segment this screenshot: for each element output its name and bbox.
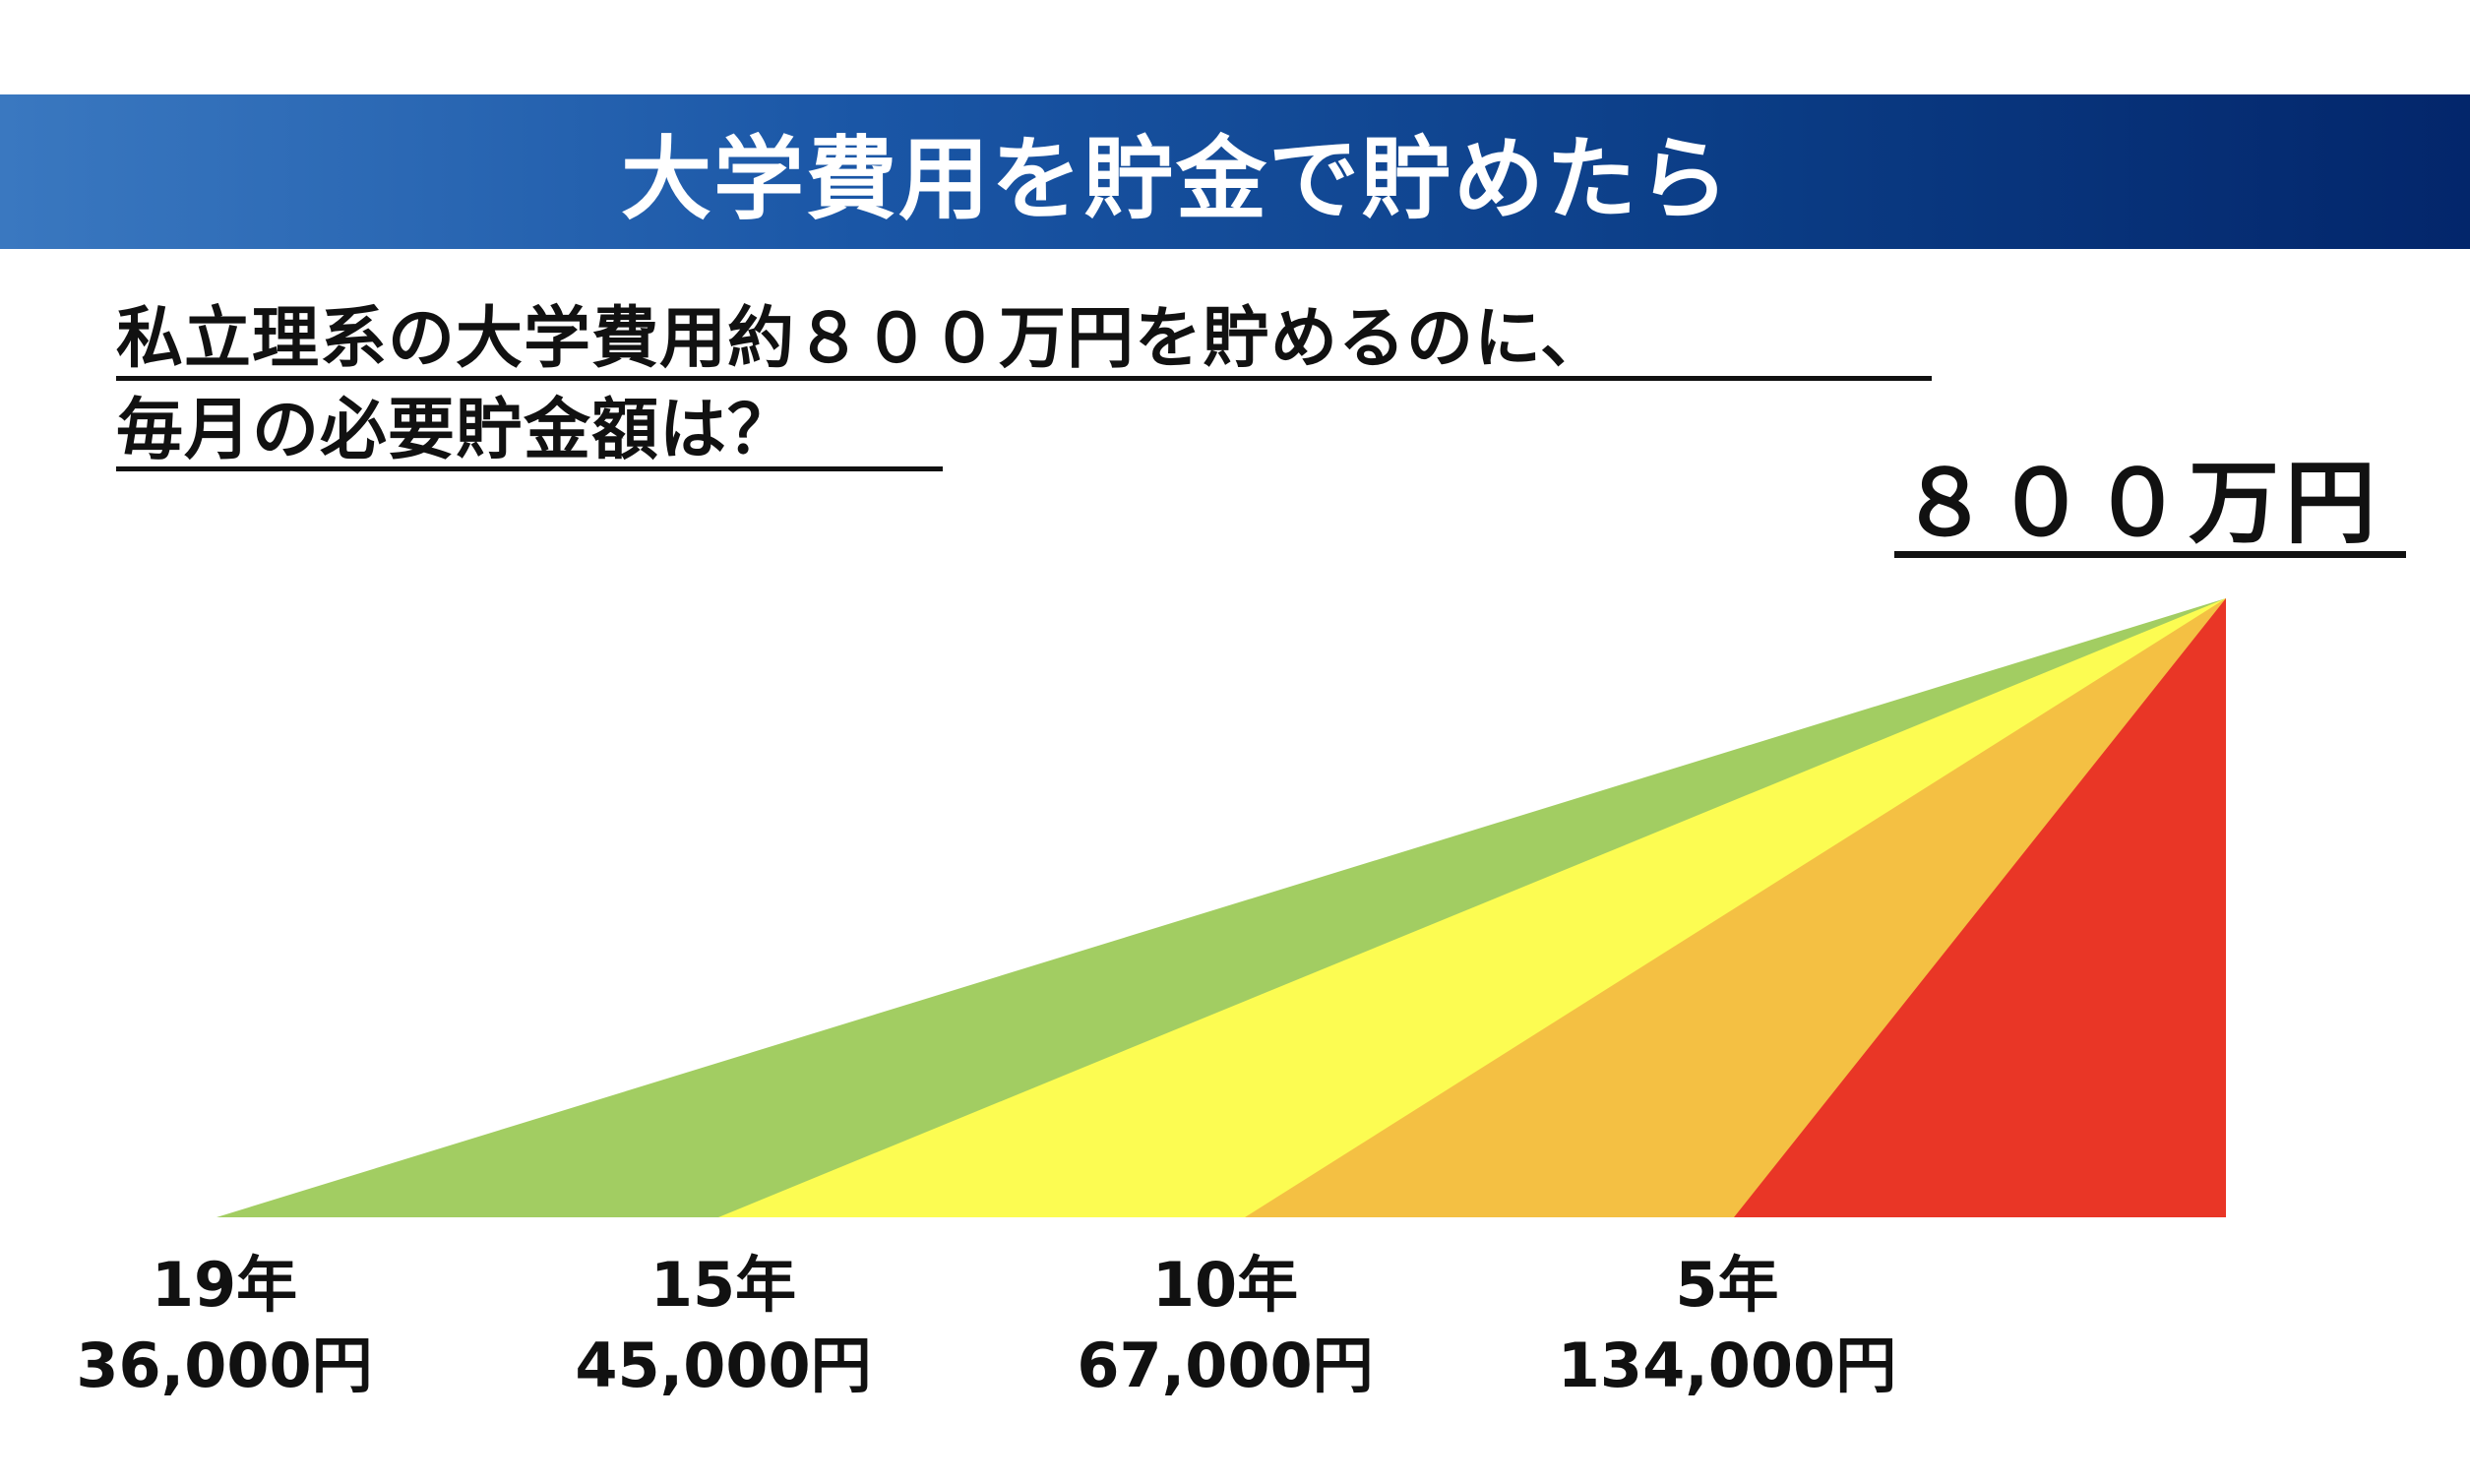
goal-amount: ８００万円 (1899, 451, 2382, 556)
label-years: 5年 (1675, 1249, 1779, 1321)
question-line-1: 私立理系の大学費用約８００万円を貯めるのに、 (116, 300, 1608, 378)
label-monthly: 67,000円 (1077, 1329, 1374, 1401)
page-title: 大学費用を貯金で貯めたら (620, 127, 1731, 232)
question-underline-2 (116, 466, 943, 471)
label-5-years: 5年 134,000円 (1511, 1245, 1944, 1406)
label-years: 15年 (649, 1249, 797, 1321)
goal-underline (1894, 551, 2406, 558)
question-underline-1 (116, 376, 1932, 381)
label-monthly: 45,000円 (575, 1329, 872, 1401)
label-monthly: 36,000円 (76, 1329, 373, 1401)
band-5-years (1734, 598, 2226, 1217)
question-line-2: 毎月の必要貯金額は？ (116, 392, 796, 469)
label-10-years: 10年 67,000円 (1009, 1245, 1442, 1406)
label-monthly: 134,000円 (1557, 1329, 1897, 1401)
label-15-years: 15年 45,000円 (507, 1245, 940, 1406)
title-banner: 大学費用を貯金で貯めたら (0, 94, 2470, 249)
label-years: 19年 (151, 1249, 298, 1321)
label-years: 10年 (1151, 1249, 1299, 1321)
label-19-years: 19年 36,000円 (8, 1245, 441, 1406)
